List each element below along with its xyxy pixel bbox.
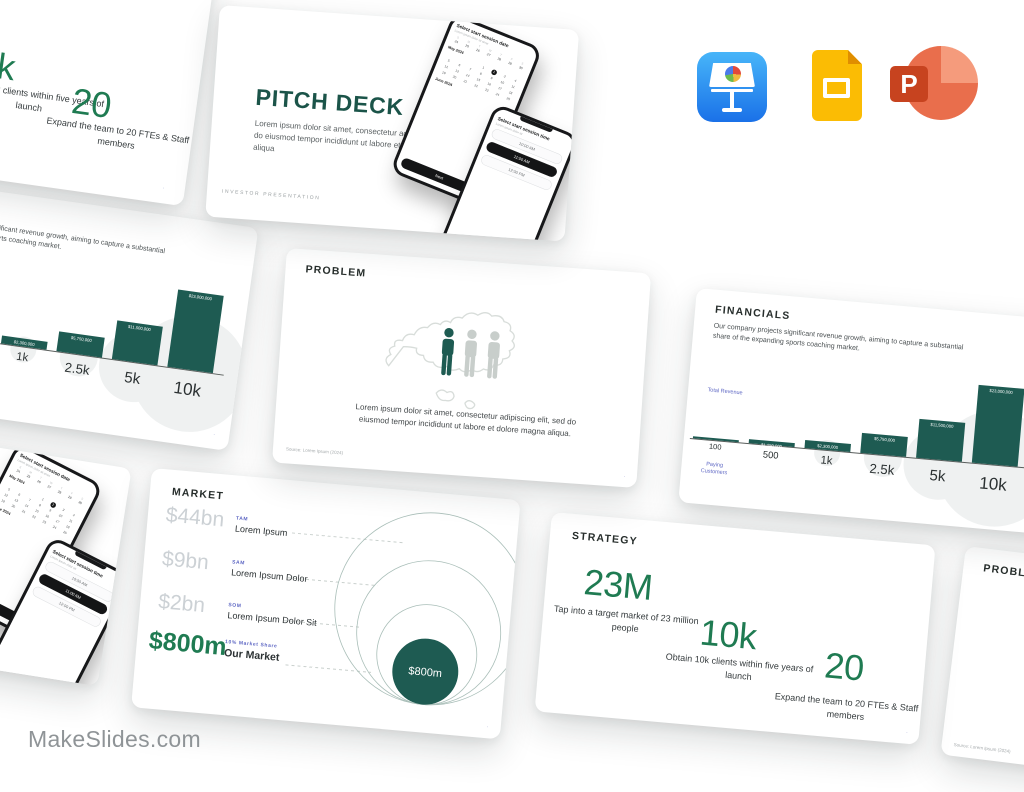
bar-value-label: $11,500,000 bbox=[127, 323, 152, 332]
audience-figures bbox=[436, 327, 504, 380]
slide-cover-left[interactable]: Select start session date Lorem ipsum do… bbox=[0, 414, 132, 687]
bar: $11,500,000 bbox=[916, 418, 966, 462]
powerpoint-icon[interactable]: P bbox=[890, 45, 978, 129]
slide-title: STRATEGY bbox=[571, 529, 639, 548]
slide-title: MARKET bbox=[171, 485, 225, 503]
page-number: · bbox=[212, 431, 216, 439]
market-row-our: 10% Market Share Our Market bbox=[224, 639, 281, 664]
bar-2.5k: $5,750,000 2.5k bbox=[860, 353, 915, 479]
keynote-pie-chart bbox=[724, 65, 742, 83]
bar-100: 100 bbox=[692, 339, 748, 452]
page-number: · bbox=[162, 185, 165, 192]
stat-description: Tap into a target market of 23 million p… bbox=[553, 603, 700, 635]
market-amount-sam: $9bn bbox=[161, 547, 210, 575]
bar: $5,750,000 bbox=[860, 432, 908, 457]
slide-financials[interactable]: FINANCIALS Our company projects signific… bbox=[678, 288, 1024, 540]
market-label: Our Market bbox=[223, 647, 280, 664]
bar-value-label: $5,750,000 bbox=[70, 334, 93, 343]
next-button: Next bbox=[0, 683, 53, 687]
slide-strategy-top-left[interactable]: STRATEGY 23M Tap into a target market of… bbox=[0, 0, 216, 207]
site-logo[interactable]: MakeSlides.com bbox=[28, 726, 201, 752]
market-row-tam: TAM Lorem Ipsum bbox=[235, 516, 289, 539]
market-amount-som: $2bn bbox=[157, 590, 206, 618]
person-icon bbox=[464, 329, 478, 378]
market-amount-tam: $44bn bbox=[164, 503, 226, 532]
slide-strategy[interactable]: STRATEGY 23M Tap into a target market of… bbox=[534, 512, 936, 745]
person-icon bbox=[487, 331, 500, 379]
slide-title: FINANCIALS bbox=[714, 303, 792, 323]
slide-market[interactable]: MARKET $800m $44bn TAM Lorem Ipsum $9bn … bbox=[131, 468, 521, 740]
stat-description: Expand the team to 20 FTEs & Staff membe… bbox=[45, 115, 190, 151]
market-row-sam: SAM Lorem Ipsum Dolor bbox=[231, 559, 309, 584]
bar: $23,000,000 bbox=[971, 384, 1024, 467]
bar-2.5k: $5,750,000 2.5k bbox=[56, 252, 115, 379]
bubble-label: $800m bbox=[408, 665, 443, 680]
market-label: Lorem Ipsum bbox=[234, 523, 288, 539]
bar-5k: $11,500,000 5k bbox=[900, 358, 977, 503]
keynote-screen-edge bbox=[711, 89, 753, 92]
stat-description: Expand the team to 20 FTEs & Staff membe… bbox=[774, 691, 919, 723]
keynote-icon[interactable] bbox=[697, 52, 767, 122]
slide-title: PROBLEM bbox=[982, 562, 1024, 582]
bar-1k: $2,300,000 1k bbox=[804, 348, 859, 468]
slide-title: PROBLEM bbox=[305, 263, 367, 280]
person-icon bbox=[441, 328, 455, 376]
slide-pitch-deck-cover[interactable]: PITCH DECK Lorem ipsum dolor sit amet, c… bbox=[205, 5, 580, 242]
region-map-outline bbox=[385, 312, 515, 410]
google-slides-icon[interactable] bbox=[812, 50, 862, 121]
google-slides-frame bbox=[823, 78, 850, 98]
bar-value-label: $11,500,000 bbox=[930, 421, 954, 429]
google-slides-fold bbox=[848, 50, 862, 65]
slide-problem[interactable]: PROBLEM Lorem ipsum dolor sit amet, cons… bbox=[272, 248, 652, 488]
x-axis-label: Paying Customers bbox=[700, 461, 728, 477]
our-market-bubble bbox=[392, 638, 459, 705]
keynote-stand-stem bbox=[730, 92, 734, 109]
stat-value: 20 bbox=[822, 644, 866, 689]
market-circles-diagram: $800m bbox=[334, 512, 521, 706]
bar-value-label: $5,750,000 bbox=[873, 435, 896, 443]
bar: $11,500,000 bbox=[111, 320, 163, 366]
deck-footer: INVESTOR PRESENTATION bbox=[221, 188, 321, 202]
source-note: Source: Lorem Ipsum (2024) bbox=[953, 742, 1011, 754]
slide-financials-left[interactable]: FINANCIALS Our company projects signific… bbox=[0, 178, 259, 451]
powerpoint-letter: P bbox=[890, 66, 928, 102]
stat-value: 10k bbox=[0, 39, 18, 89]
market-amount-our: $800m bbox=[147, 626, 228, 662]
page-number: · bbox=[905, 729, 909, 736]
bar-value-label: $2,300,000 bbox=[13, 338, 36, 347]
bar-value-label: $23,000,000 bbox=[188, 292, 213, 301]
market-row-som: SOM Lorem Ipsum Dolor Sit bbox=[227, 602, 318, 628]
stat-value: 10k bbox=[698, 611, 759, 658]
page-number: · bbox=[486, 724, 489, 731]
stat-description: Obtain 10k clients within five years of … bbox=[665, 651, 814, 683]
keynote-stand-base bbox=[722, 108, 742, 112]
deck-title: PITCH DECK bbox=[254, 83, 405, 121]
stat-value: 23M bbox=[582, 561, 655, 608]
slide-problem-right[interactable]: PROBLEM Source: Lorem Ipsum (2024) bbox=[940, 546, 1024, 792]
bar-1k: $2,300,000 1k bbox=[0, 244, 60, 364]
time-options: 10:00 AM 11:00 AM 12:00 PM bbox=[29, 560, 116, 631]
bar-10k: $23,000,000 10k bbox=[931, 363, 1024, 532]
bar-10k: $23,000,000 10k bbox=[124, 268, 256, 440]
bar-value-label: $23,000,000 bbox=[989, 387, 1014, 395]
page-number: · bbox=[623, 474, 626, 481]
source-note: Source: Lorem Ipsum (2024) bbox=[285, 446, 344, 456]
